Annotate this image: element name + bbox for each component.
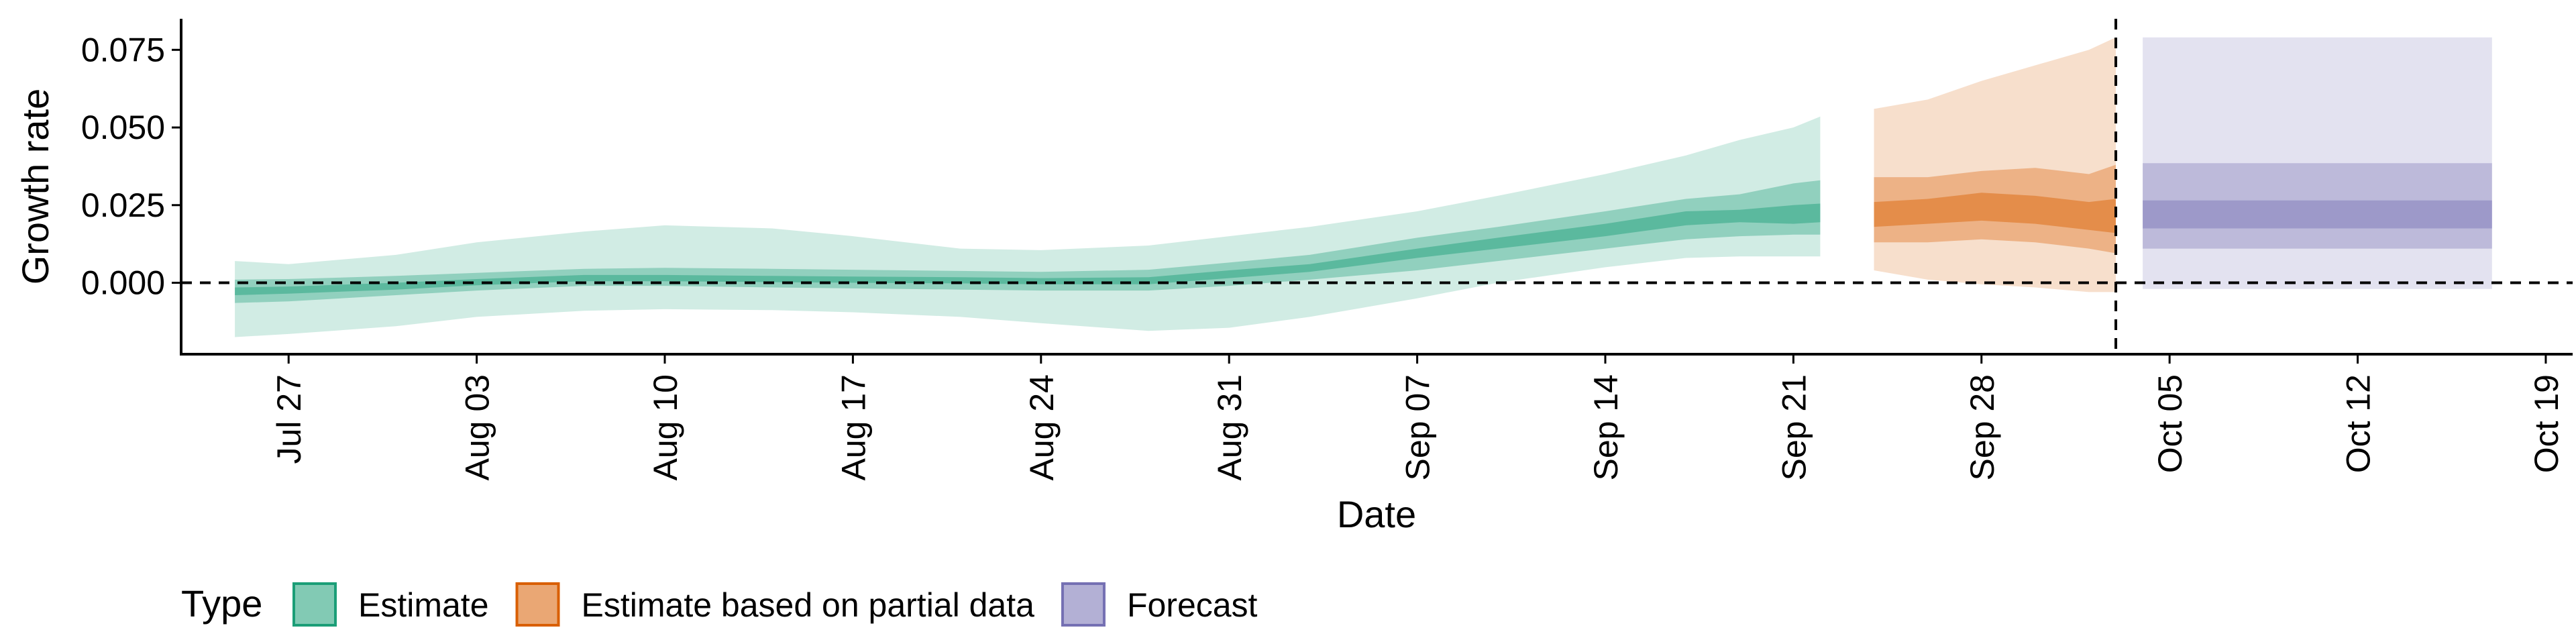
x-tick-label: Aug 10 bbox=[647, 374, 684, 480]
x-axis-title: Date bbox=[1337, 493, 1416, 535]
estimate-based-on-partial-data-band-20 bbox=[1874, 193, 2116, 233]
x-ticks: Jul 27 Aug 03 Aug 10 Aug 17 Aug 24 Aug 31 Sep … bbox=[270, 354, 2565, 480]
forecast-legend-swatch bbox=[1061, 582, 1106, 627]
x-tick-label: Oct 19 bbox=[2528, 374, 2565, 473]
x-tick-label: Aug 31 bbox=[1211, 374, 1248, 480]
estimate-legend-swatch bbox=[292, 582, 337, 627]
y-tick-label: 0.075 bbox=[81, 31, 165, 68]
y-tick-label: 0.050 bbox=[81, 109, 165, 146]
estimate-based-on-partial-data-band-50 bbox=[1874, 164, 2116, 254]
x-tick-label: Sep 14 bbox=[1587, 374, 1625, 480]
estimate-band-20 bbox=[235, 203, 1821, 295]
y-axis-title: Growth rate bbox=[14, 89, 56, 285]
axes bbox=[180, 19, 2573, 356]
estimate-legend-label: Estimate bbox=[358, 586, 489, 624]
reference-lines bbox=[181, 19, 2573, 354]
y-tick-label: 0.000 bbox=[81, 264, 165, 302]
x-tick-label: Sep 28 bbox=[1964, 374, 2001, 480]
legend-title: Type bbox=[181, 582, 262, 625]
estimate-based-on-partial-data-legend-swatch bbox=[515, 582, 560, 627]
x-tick-label: Oct 12 bbox=[2340, 374, 2377, 473]
x-tick-label: Aug 17 bbox=[835, 374, 872, 480]
credible-interval-bands bbox=[235, 37, 2492, 337]
forecast-band-50 bbox=[2143, 163, 2492, 249]
estimate-band-50 bbox=[235, 180, 1821, 303]
x-tick-label: Jul 27 bbox=[270, 374, 308, 464]
x-tick-label: Aug 24 bbox=[1023, 374, 1061, 480]
legend: Type Estimate Estimate based on partial d… bbox=[181, 582, 1258, 627]
forecast-band-90 bbox=[2143, 37, 2492, 289]
estimate-based-on-partial-data-band-90 bbox=[1874, 37, 2116, 292]
x-tick-label: Aug 03 bbox=[459, 374, 496, 480]
estimate-based-on-partial-data-legend-label: Estimate based on partial data bbox=[582, 586, 1035, 624]
y-tick-label: 0.025 bbox=[81, 186, 165, 224]
x-tick-label: Sep 21 bbox=[1775, 374, 1813, 480]
x-tick-label: Oct 05 bbox=[2151, 374, 2189, 473]
x-tick-label: Sep 07 bbox=[1399, 374, 1437, 480]
forecast-legend-label: Forecast bbox=[1127, 586, 1258, 624]
forecast-band-20 bbox=[2143, 200, 2492, 229]
y-ticks: 0.000 0.025 0.050 0.075 bbox=[81, 31, 181, 302]
